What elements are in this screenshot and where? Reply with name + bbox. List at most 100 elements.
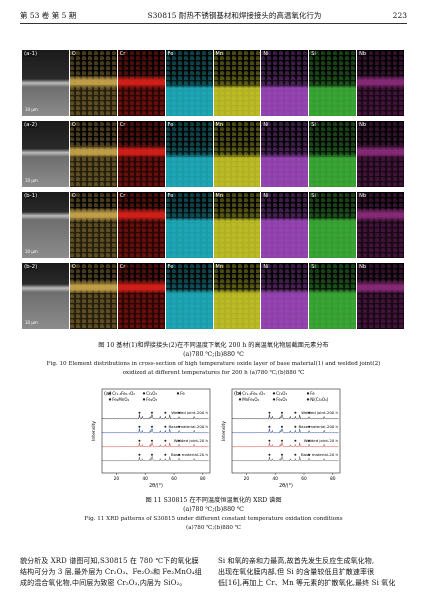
element-map-tile: Cr xyxy=(117,50,165,116)
element-map-tile: Cr xyxy=(117,263,165,329)
curve-label: Welded joint-20 h xyxy=(174,438,209,443)
body-line: Si 和氧的亲和力最高,故首先发生反应生成氧化物, xyxy=(218,557,375,565)
element-map-tile: Nb xyxy=(357,263,404,329)
legend-entry: Fe xyxy=(310,391,315,396)
peak-marker xyxy=(294,439,297,442)
element-map-tile: Mn xyxy=(213,50,261,116)
element-label: Si xyxy=(311,264,316,270)
peak-marker xyxy=(308,411,311,414)
x-tick-label: 60 xyxy=(301,476,307,482)
element-map-tile: Fe xyxy=(165,121,213,187)
element-map-tile: O xyxy=(69,121,117,187)
peak-marker xyxy=(150,453,153,456)
y-axis-label: Intensity xyxy=(221,421,227,441)
element-map-tile: Ni xyxy=(261,121,309,187)
xrd-curve xyxy=(231,442,339,448)
legend-entry: Fe₂O₃ xyxy=(276,397,287,402)
x-tick-label: 80 xyxy=(200,476,206,482)
x-axis-label: 2θ/(°) xyxy=(279,483,293,489)
element-label: Ni xyxy=(263,122,269,128)
legend-entry: Cr₂O₃ xyxy=(276,391,287,396)
peak-marker xyxy=(138,411,141,414)
xrd-panel-b: (b) Cr₁.₃Fe₀.₇O₃ Cr₂O₃ Fe MnFe₂O₄ Fe₂O₃ Ni(Cr₂… xyxy=(221,388,341,489)
peak-marker xyxy=(164,439,167,442)
plot-frame xyxy=(231,388,341,474)
peak-marker xyxy=(280,411,283,414)
peak-marker xyxy=(308,439,311,442)
x-tick-label: 40 xyxy=(142,476,148,482)
element-map-tile: Mn xyxy=(213,192,261,258)
figure-11-caption-cn: 图 11 S30815 在不同温度恒温氧化的 XRD 谱图 xyxy=(145,497,282,504)
element-map-tile: Si xyxy=(309,192,357,258)
curve-label: Welded joint-200 h xyxy=(301,410,338,415)
element-label: Ni xyxy=(263,264,269,270)
element-label: Nb xyxy=(359,193,367,199)
element-map-tile: Si xyxy=(309,263,357,329)
element-label: Fe xyxy=(167,51,174,57)
body-line: 成的混合氧化物,中间层为致密 Cr₂O₃,内层为 SiO₂。 xyxy=(20,579,187,587)
figure-10-eds-maps: (a-1) 10 μm O Cr Fe Mn Ni Si Nb (a-2) 10 μm O Cr Fe Mn… xyxy=(22,50,405,335)
legend-marker xyxy=(306,398,310,401)
curve-label: Welded joint-20 h xyxy=(304,438,339,443)
element-label: Cr xyxy=(119,51,126,57)
xrd-curve xyxy=(101,442,209,448)
peak-marker xyxy=(178,439,181,442)
element-label: O xyxy=(71,264,76,270)
panel-label: (b-2) xyxy=(23,264,39,270)
peak-marker xyxy=(268,411,271,414)
header-title: S30815 耐热不锈钢基材和焊接接头的高温氧化行为 xyxy=(147,10,322,20)
element-map-tile: Cr xyxy=(117,121,165,187)
x-tick-label: 40 xyxy=(272,476,278,482)
element-map-tile: Ni xyxy=(261,50,309,116)
legend-marker xyxy=(108,398,112,401)
curve-label: Base material-200 h xyxy=(299,424,339,429)
element-map-tile: Si xyxy=(309,50,357,116)
element-label: Si xyxy=(311,51,316,57)
peak-marker xyxy=(294,453,297,456)
sem-image-tile: (a-1) 10 μm xyxy=(22,50,69,116)
peak-marker xyxy=(280,439,283,442)
peak-marker xyxy=(280,453,283,456)
scale-bar-label: 10 μm xyxy=(25,320,38,325)
figure-10-caption-cn-sub: (a)780 ℃;(b)880 ℃ xyxy=(183,351,244,358)
peak-marker xyxy=(150,439,153,442)
curve-label: Base material-200 h xyxy=(169,424,209,429)
legend-entry: Cr₂O₃ xyxy=(146,391,157,396)
legend-marker xyxy=(238,392,242,395)
xrd-curve xyxy=(101,456,209,462)
x-tick-label: 20 xyxy=(114,476,120,482)
figure-10-caption-en: Fig. 10 Element distributions in cross-s… xyxy=(46,361,381,367)
element-map-tile: Cr xyxy=(117,192,165,258)
x-tick-label: 20 xyxy=(244,476,250,482)
element-label: Mn xyxy=(215,122,223,128)
element-label: Mn xyxy=(215,193,223,199)
peak-marker xyxy=(280,425,283,428)
body-line: 结构可分为 3 层,最外层为 Cr₂O₃、Fe₂O₃和 Fe₂MnO₄组 xyxy=(20,568,202,576)
running-header: 第 53 卷 第 5 期 S30815 耐热不锈钢基材和焊接接头的高温氧化行为 … xyxy=(20,8,407,22)
element-map-tile: Nb xyxy=(357,50,404,116)
scale-bar-label: 10 μm xyxy=(25,178,38,183)
x-axis-label: 2θ/(°) xyxy=(149,483,163,489)
peak-marker xyxy=(150,425,153,428)
element-label: Nb xyxy=(359,51,367,57)
eds-row: (b-2) 10 μm O Cr Fe Mn Ni Si Nb xyxy=(22,263,405,329)
xrd-curve xyxy=(231,414,339,420)
curve-label: Welded joint-200 h xyxy=(171,410,208,415)
element-label: Fe xyxy=(167,264,174,270)
eds-row: (a-1) 10 μm O Cr Fe Mn Ni Si Nb xyxy=(22,50,405,116)
panel-label: (a-1) xyxy=(23,51,39,57)
element-label: Fe xyxy=(167,122,174,128)
header-page-number: 223 xyxy=(392,10,407,20)
peak-marker xyxy=(294,425,297,428)
peak-marker xyxy=(294,411,297,414)
figure-11-caption-cn-sub: (a)780 ℃;(b)880 ℃ xyxy=(183,506,244,513)
element-map-tile: Mn xyxy=(213,121,261,187)
curve-label: Base material-20 h xyxy=(171,452,209,457)
body-line: 出现在氧化膜内部,但 Si 的含量较低且扩散速率很 xyxy=(218,568,375,576)
panel-label: (a-2) xyxy=(23,122,39,128)
element-map-tile: Ni xyxy=(261,263,309,329)
element-label: Mn xyxy=(215,264,223,270)
peak-marker xyxy=(308,453,311,456)
legend-entry: Ni(Cr₂O₄) xyxy=(310,397,328,402)
element-map-tile: Fe xyxy=(165,50,213,116)
